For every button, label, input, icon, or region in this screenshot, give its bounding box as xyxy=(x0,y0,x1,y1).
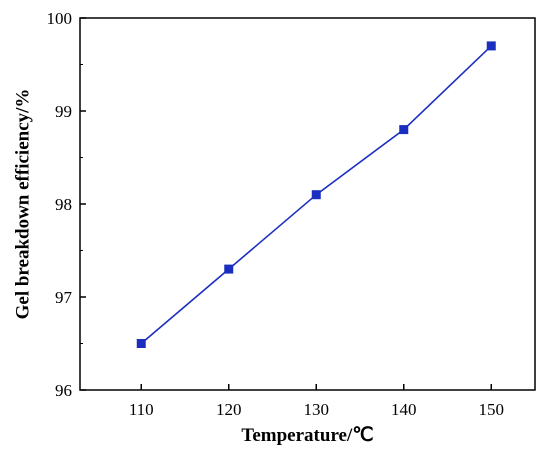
x-tick-label: 110 xyxy=(129,400,154,419)
y-tick-label: 99 xyxy=(55,102,72,121)
x-tick-label: 120 xyxy=(216,400,242,419)
data-point xyxy=(486,41,496,51)
data-point xyxy=(136,339,146,348)
data-point xyxy=(399,125,409,135)
x-tick-label: 150 xyxy=(479,400,505,419)
y-tick-label: 98 xyxy=(55,195,72,214)
y-tick-label: 97 xyxy=(55,288,73,307)
y-axis-title: Gel breakdown efficiency/% xyxy=(12,89,33,320)
x-axis-title: Temperature/℃ xyxy=(241,425,373,446)
x-axis: 110 120 130 140 150 xyxy=(129,384,504,419)
plot-frame xyxy=(79,17,536,391)
y-axis: 96 97 98 99 100 xyxy=(47,9,86,400)
y-tick-label: 96 xyxy=(55,381,72,400)
x-tick-label: 130 xyxy=(304,400,330,419)
series-layer xyxy=(136,41,496,348)
data-point xyxy=(311,190,321,200)
x-tick-label: 140 xyxy=(391,400,417,419)
plot-border xyxy=(79,17,536,391)
y-tick-label: 100 xyxy=(47,9,73,28)
data-point xyxy=(224,264,234,274)
